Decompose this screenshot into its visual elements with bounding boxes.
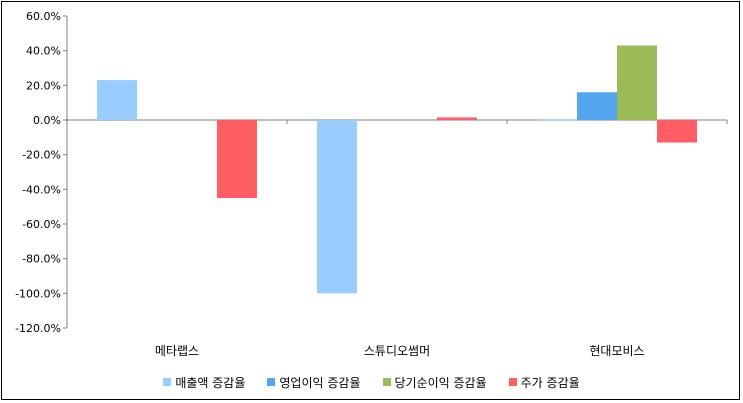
legend-item: 매출액 증감율 <box>163 374 245 391</box>
legend-label: 주가 증감율 <box>520 375 580 390</box>
legend-swatch <box>267 378 276 386</box>
bar <box>317 120 357 294</box>
legend-item: 당기순이익 증감율 <box>382 374 487 391</box>
legend-item: 주가 증감율 <box>508 374 580 391</box>
category-label: 메타랩스 <box>155 344 199 358</box>
y-tick-label: 20.0% <box>26 79 61 92</box>
bar <box>537 119 577 121</box>
y-tick-label: 40.0% <box>26 45 61 58</box>
y-tick-label: -40.0% <box>22 183 61 196</box>
bar <box>577 92 617 120</box>
legend-label: 당기순이익 증감율 <box>394 375 487 390</box>
y-tick-label: -80.0% <box>22 253 61 266</box>
bars <box>97 45 697 294</box>
legend-label: 매출액 증감율 <box>175 375 246 390</box>
y-tick-label: -100.0% <box>15 287 61 300</box>
category-label: 스튜디오썸머 <box>364 344 430 358</box>
bar <box>617 45 657 120</box>
y-tick-label: -60.0% <box>22 218 61 231</box>
legend-label: 영업이익 증감율 <box>279 375 361 390</box>
legend-item: 영업이익 증감율 <box>267 374 361 391</box>
bar <box>217 120 257 198</box>
category-label: 현대모비스 <box>589 344 644 358</box>
legend-swatch <box>163 378 172 386</box>
y-tick-label: 0.0% <box>33 114 61 127</box>
bar <box>97 80 137 120</box>
legend-swatch <box>508 378 517 386</box>
y-tick-label: -120.0% <box>15 322 61 335</box>
x-axis: 메타랩스 스튜디오썸머 현대모비스 <box>66 119 728 358</box>
y-tick-label: -20.0% <box>22 149 61 162</box>
y-axis: 60.0% 40.0% 20.0% 0.0% -20.0% -40.0% -60.0% -80… <box>15 10 68 335</box>
legend-swatch <box>382 378 391 386</box>
y-tick-label: 60.0% <box>26 10 61 23</box>
bar <box>437 117 477 120</box>
bar <box>657 120 697 143</box>
legend: 매출액 증감율 영업이익 증감율 당기순이익 증감율 주가 증감율 <box>0 372 743 392</box>
